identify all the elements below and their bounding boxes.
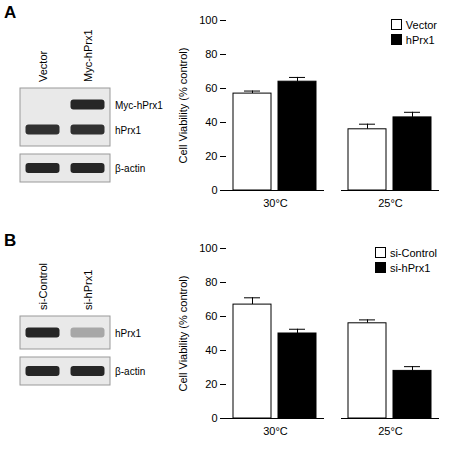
svg-text:40: 40 — [205, 116, 217, 128]
svg-text:0: 0 — [211, 184, 217, 196]
svg-text:β-actin: β-actin — [115, 366, 145, 377]
svg-text:β-actin: β-actin — [115, 163, 145, 174]
svg-text:20: 20 — [205, 378, 217, 390]
svg-text:30°C: 30°C — [263, 425, 288, 437]
svg-text:20: 20 — [205, 150, 217, 162]
svg-text:Myc-hPrx1: Myc-hPrx1 — [115, 100, 163, 111]
svg-text:si-Control: si-Control — [37, 263, 49, 310]
svg-text:0: 0 — [211, 412, 217, 424]
svg-text:40: 40 — [205, 344, 217, 356]
html-text:hPrx1: hPrx1 — [405, 34, 435, 46]
svg-text:Cell Viability (% control): Cell Viability (% control) — [177, 48, 189, 164]
svg-text:100: 100 — [199, 14, 217, 26]
svg-text:80: 80 — [205, 48, 217, 60]
svg-text:hPrx1: hPrx1 — [115, 125, 142, 136]
svg-text:25°C: 25°C — [378, 197, 403, 209]
svg-text:100: 100 — [199, 242, 217, 254]
svg-text:60: 60 — [205, 82, 217, 94]
svg-text:Vector: Vector — [37, 50, 49, 82]
svg-text:Cell Viability (% control): Cell Viability (% control) — [177, 276, 189, 392]
html-text:si-Control: si-Control — [389, 247, 437, 259]
html-text:Vector: Vector — [405, 19, 437, 31]
svg-text:B: B — [4, 231, 16, 250]
svg-text:60: 60 — [205, 310, 217, 322]
svg-text:25°C: 25°C — [378, 425, 403, 437]
svg-text:Myc-hPrx1: Myc-hPrx1 — [82, 29, 94, 82]
svg-text:30°C: 30°C — [263, 197, 288, 209]
svg-text:si-hPrx1: si-hPrx1 — [82, 270, 94, 310]
svg-text:A: A — [4, 3, 16, 22]
svg-text:hPrx1: hPrx1 — [115, 328, 142, 339]
html-text:si-hPrx1: si-hPrx1 — [389, 262, 431, 274]
svg-text:80: 80 — [205, 276, 217, 288]
